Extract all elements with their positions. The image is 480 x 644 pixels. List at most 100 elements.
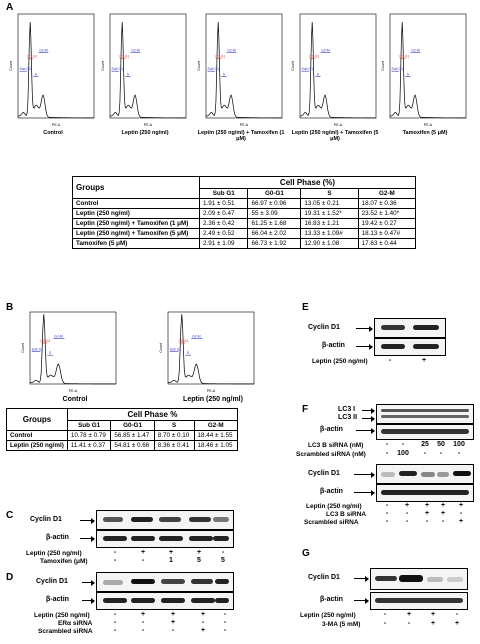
row-group: Leptin (250 ng/ml) + Tamoxifen (1 μM) [72, 218, 200, 229]
svg-text:Sub G1: Sub G1 [20, 67, 32, 71]
leptin-label-c: Leptin (250 ng/ml) [26, 550, 82, 557]
row-group: Leptin (250 ng/ml) + Tamoxifen (5 μM) [72, 228, 200, 239]
sign: 100 [453, 441, 465, 448]
table-cell: 61.25 ± 1.68 [247, 218, 302, 229]
histogram-a-4: Sub G1 G0-G1 S G2-M PE-A Count [290, 10, 380, 128]
table-row: Leptin (250 ng/ml) 2.09 ± 0.47 55 ± 3.09 19… [72, 208, 417, 219]
table-cell: 19.31 ± 1.52* [300, 208, 359, 219]
svg-text:G2-M: G2-M [131, 48, 140, 52]
sign: - [385, 502, 389, 509]
sign: + [140, 611, 146, 618]
sign: + [168, 549, 174, 556]
column-header: G2-M [357, 188, 417, 199]
svg-text:Count: Count [159, 343, 163, 353]
sign: - [459, 510, 463, 517]
svg-text:S: S [49, 351, 52, 355]
cell-phase-title-b: Cell Phase % [66, 408, 239, 421]
panel-label-a: A [6, 2, 14, 13]
sign: 1 [169, 557, 173, 564]
sign: - [407, 620, 411, 627]
arrow-icon [356, 427, 375, 434]
table-cell: 2.91 ± 1.09 [198, 238, 249, 249]
sign: + [404, 502, 410, 509]
table-cell: 66.97 ± 0.96 [247, 198, 302, 209]
histogram-caption: Tamoxifen (5 μM) [402, 130, 448, 136]
sign: + [200, 611, 206, 618]
sign: 5 [197, 557, 201, 564]
sign: 25 [421, 441, 429, 448]
sign: - [223, 627, 227, 634]
lc3b-sirna-label: LC3 B siRNA (nM) [308, 442, 364, 449]
histogram-caption: Leptin (250 ng/ml) + Tamoxifen (1 μM) [197, 130, 285, 143]
sign: - [201, 619, 205, 626]
sign: + [140, 549, 146, 556]
table-cell: 2.49 ± 0.52 [198, 228, 249, 239]
sign: - [113, 557, 117, 564]
table-cell: 18.46 ± 1.05 [193, 440, 239, 451]
sign: - [141, 627, 145, 634]
arrow-icon [362, 407, 375, 414]
sign: - [383, 620, 387, 627]
blot-actin-f1 [376, 424, 474, 440]
svg-text:Count: Count [101, 61, 105, 71]
table-cell: 13.33 ± 1.09# [300, 228, 359, 239]
sign: - [141, 619, 145, 626]
svg-text:PE-A: PE-A [240, 123, 249, 127]
sign: - [383, 611, 387, 618]
panel-label-g: G [302, 548, 310, 559]
sign: - [223, 619, 227, 626]
groups-header-b: Groups [6, 408, 68, 431]
svg-text:PE-A: PE-A [207, 389, 216, 393]
blot-actin-e [374, 338, 446, 356]
table-row: Control 10.78 ± 0.79 56.85 ± 1.47 8.70 ± 0.… [6, 430, 239, 441]
svg-text:S: S [127, 72, 130, 76]
panel-label-c: C [6, 510, 14, 521]
table-cell: 2.09 ± 0.47 [198, 208, 249, 219]
table-cell: 16.83 ± 1.21 [300, 218, 359, 229]
column-header: Sub G1 [198, 188, 249, 199]
svg-text:Sub G1: Sub G1 [32, 348, 44, 352]
svg-text:Count: Count [21, 343, 25, 353]
panel-label-f: F [302, 404, 309, 415]
table-row: Leptin (250 ng/ml) 11.41 ± 0.37 54.81 ± 0.… [6, 440, 239, 451]
sign: - [385, 518, 389, 525]
leptin-label-e: Leptin (250 ng/ml) [312, 358, 368, 365]
table-row: Tamoxifen (5 μM) 2.91 ± 1.09 66.73 ± 1.92 1… [72, 238, 417, 249]
histogram-a-5: Sub G1 G0-G1 S G2-M PE-A Count [380, 10, 470, 128]
sign: + [200, 627, 206, 634]
table-row: Leptin (250 ng/ml) + Tamoxifen (5 μM) 2.4… [72, 228, 417, 239]
sign: - [113, 611, 117, 618]
arrow-icon [82, 597, 95, 604]
svg-text:Sub G1: Sub G1 [112, 67, 124, 71]
leptin-label-d: Leptin (250 ng/ml) [34, 612, 90, 619]
svg-text:Sub G1: Sub G1 [208, 67, 220, 71]
table-cell: 23.52 ± 1.40* [357, 208, 417, 219]
svg-text:Count: Count [291, 61, 295, 71]
table-cell: 56.85 ± 1.47 [110, 430, 155, 441]
svg-text:Sub G1: Sub G1 [302, 67, 314, 71]
sign: - [423, 450, 427, 457]
panel-label-d: D [6, 572, 14, 583]
svg-text:G0-G1: G0-G1 [27, 55, 37, 59]
actin-label-c: β-actin [46, 534, 69, 541]
tamoxifen-label-c: Tamoxifen (μM) [40, 558, 88, 565]
histogram-plot: Sub G1 G0-G1 S G2-M PE-A Count [381, 13, 467, 127]
column-header: G2-M [193, 420, 239, 431]
svg-text:S: S [187, 351, 190, 355]
histogram-a-2: Sub G1 G0-G1 S G2-M PE-A Count [100, 10, 190, 128]
table-cell: 1.91 ± 0.51 [198, 198, 249, 209]
lc3-i-label: LC3 I [338, 406, 356, 413]
blot-cyclin-c [96, 510, 234, 530]
sign: + [170, 619, 176, 626]
blot-actin-f2 [376, 484, 474, 502]
table-cell: 8.36 ± 0.41 [153, 440, 195, 451]
sign: - [405, 510, 409, 517]
arrow-icon [356, 343, 373, 350]
table-cell: 12.90 ± 1.08 [300, 238, 359, 249]
sign: + [430, 620, 436, 627]
blot-cyclin-d [96, 572, 234, 592]
sign: - [113, 619, 117, 626]
panel-label-b: B [6, 302, 14, 313]
column-header: Sub G1 [66, 420, 112, 431]
svg-text:PE-A: PE-A [52, 123, 61, 127]
